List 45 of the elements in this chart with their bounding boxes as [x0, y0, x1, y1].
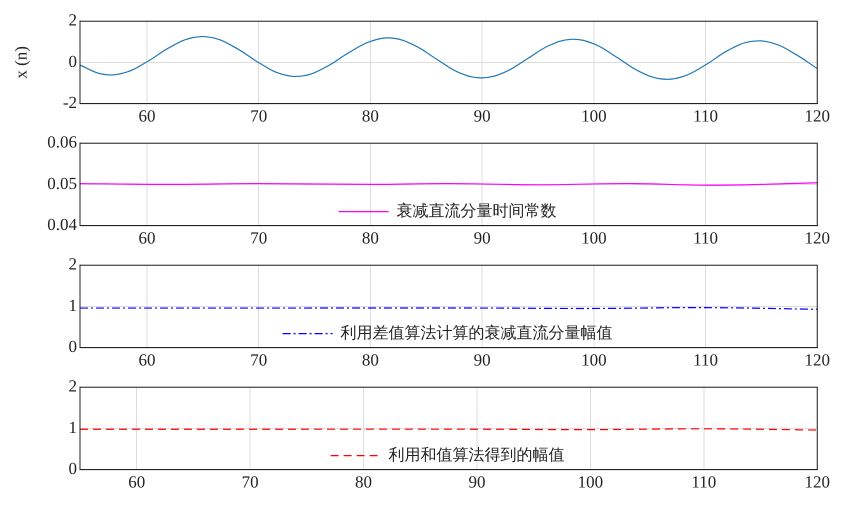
x-tick-label: 90: [468, 472, 486, 492]
x-tick-label: 120: [804, 106, 830, 126]
x-tick-label: 80: [355, 472, 372, 492]
legend-label: 利用和值算法得到的幅值: [388, 446, 565, 464]
y-tick-label: 0: [68, 337, 77, 356]
y-tick-label: 2: [68, 10, 77, 30]
y-tick-label: 1: [68, 418, 77, 437]
x-tick-label: 90: [474, 228, 491, 248]
x-tick-label: 110: [693, 106, 718, 126]
x-tick-label: 70: [250, 106, 268, 126]
x-tick-label: 100: [581, 106, 607, 126]
x-tick-label: 100: [581, 350, 607, 370]
x-tick-label: 120: [804, 350, 830, 370]
y-tick-label: 2: [68, 376, 77, 396]
x-tick-label: 80: [362, 350, 379, 370]
x-tick-label: 100: [581, 228, 607, 248]
y-tick-label: -2: [62, 93, 77, 112]
x-tick-label: 110: [691, 472, 716, 492]
x-tick-label: 110: [693, 350, 718, 370]
x-tick-label: 70: [250, 350, 268, 370]
legend-label: 利用差值算法计算的衰减直流分量幅值: [340, 324, 613, 342]
x-tick-label: 60: [138, 106, 156, 126]
x-tick-label: 60: [128, 472, 146, 492]
y-tick-label: 1: [68, 296, 77, 315]
x-tick-label: 120: [804, 472, 830, 492]
x-tick-label: 70: [242, 472, 259, 492]
y-tick-label: 0: [68, 459, 77, 478]
x-tick-label: 90: [474, 350, 491, 370]
x-tick-label: 110: [693, 228, 718, 248]
y-tick-label: 0.04: [47, 215, 78, 234]
line-series: [80, 36, 818, 80]
y-axis-title: x (n): [12, 46, 31, 79]
legend-label: 衰减直流分量时间常数: [396, 202, 557, 220]
x-tick-label: 100: [578, 472, 604, 492]
x-tick-label: 60: [138, 228, 156, 248]
y-tick-label: 0: [68, 52, 77, 71]
x-tick-label: 70: [250, 228, 268, 248]
x-tick-label: 60: [138, 350, 156, 370]
x-tick-label: 90: [474, 106, 491, 126]
x-tick-label: 80: [362, 228, 379, 248]
y-tick-label: 0.06: [47, 132, 77, 152]
y-tick-label: 0.05: [47, 174, 77, 193]
x-tick-label: 80: [362, 106, 379, 126]
x-tick-label: 120: [804, 228, 830, 248]
y-tick-label: 2: [68, 254, 77, 274]
